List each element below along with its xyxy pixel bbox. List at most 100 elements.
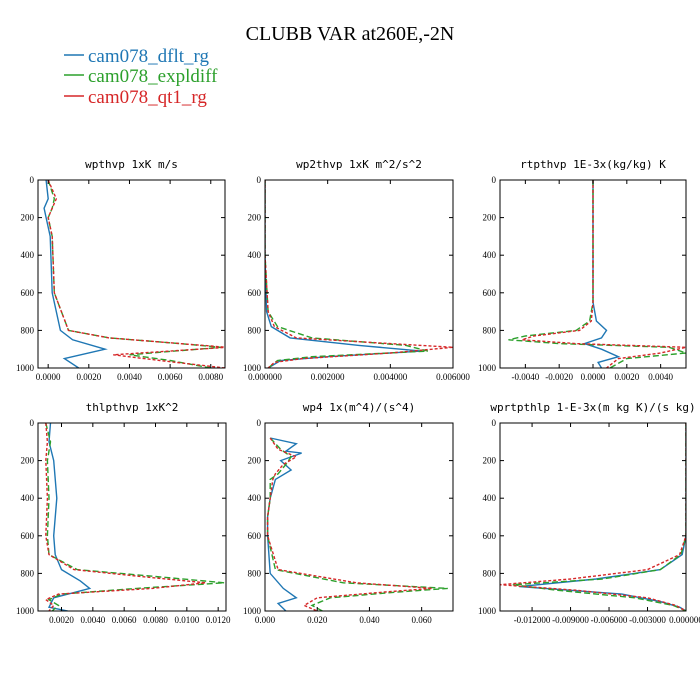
x-tick-label: 0.006000	[436, 372, 470, 382]
y-tick-label: 600	[248, 531, 262, 541]
series-line-1	[43, 180, 108, 368]
y-tick-label: 600	[21, 531, 35, 541]
x-tick-label: 0.0000	[36, 372, 61, 382]
y-tick-label: 0	[30, 418, 35, 428]
y-tick-label: 800	[21, 568, 35, 578]
y-tick-label: 1000	[478, 363, 497, 373]
axes-frame	[37, 179, 226, 369]
y-tick-label: 600	[483, 531, 497, 541]
y-tick-label: 200	[483, 213, 497, 223]
x-tick-label: -0.009000	[552, 615, 589, 625]
x-tick-label: 0.0020	[614, 372, 639, 382]
y-tick-label: 400	[483, 493, 497, 503]
x-tick-label: 0.0020	[49, 615, 74, 625]
figure-title: CLUBB VAR at260E,-2N	[246, 23, 455, 45]
y-tick-label: 0	[257, 418, 262, 428]
y-tick-label: 0	[257, 175, 262, 185]
y-tick-label: 1000	[16, 363, 35, 373]
x-tick-label: 0.0000	[581, 372, 606, 382]
y-tick-label: 1000	[243, 606, 262, 616]
y-tick-label: 600	[21, 288, 35, 298]
y-tick-label: 800	[248, 568, 262, 578]
panel-title: wp2thvp 1xK m^2/s^2	[296, 158, 422, 171]
x-tick-label: -0.0020	[545, 372, 573, 382]
x-tick-label: 0.0020	[76, 372, 101, 382]
series-line-3	[266, 437, 433, 611]
x-tick-label: 0.060	[412, 615, 433, 625]
panel-title: thlpthvp 1xK^2	[86, 401, 179, 414]
y-tick-label: 0	[492, 175, 497, 185]
panel-title: wprtpthlp 1-E-3x(m kg K)/(s kg)	[490, 401, 695, 414]
y-tick-label: 600	[248, 288, 262, 298]
y-tick-label: 200	[21, 213, 35, 223]
y-tick-label: 400	[21, 493, 35, 503]
x-tick-label: 0.0040	[80, 615, 105, 625]
series-line-3	[265, 180, 453, 368]
series-line-2	[45, 423, 225, 611]
x-tick-label: 0.000	[255, 615, 276, 625]
panel-6: wprtpthlp 1-E-3x(m kg K)/(s kg) 0 200 400 60…	[478, 401, 700, 625]
x-tick-label: 0.020	[307, 615, 328, 625]
x-tick-label: -0.0040	[511, 372, 539, 382]
panel-title: wpthvp 1xK m/s	[85, 158, 178, 171]
series-line-2	[265, 180, 429, 368]
y-tick-label: 400	[248, 250, 262, 260]
x-tick-label: -0.006000	[591, 615, 628, 625]
y-tick-label: 200	[21, 456, 35, 466]
y-tick-label: 400	[483, 250, 497, 260]
y-tick-label: 200	[248, 456, 262, 466]
series-line-3	[44, 423, 206, 611]
series-line-3	[521, 180, 686, 368]
y-tick-label: 800	[21, 325, 35, 335]
x-tick-label: -0.003000	[629, 615, 666, 625]
legend-label-1: cam078_dflt_rg	[88, 46, 210, 67]
series-line-1	[47, 423, 92, 611]
y-tick-label: 1000	[243, 363, 262, 373]
axes-frame	[37, 422, 227, 612]
legend: cam078_dflt_rg cam078_expldiff cam078_qt…	[64, 46, 218, 108]
x-tick-label: 0.0060	[158, 372, 183, 382]
x-tick-label: 0.0080	[198, 372, 223, 382]
axes-frame	[499, 422, 687, 612]
panel-3: rtpthvp 1E-3x(kg/kg) K 0 200 400 600 800 1000 -…	[478, 158, 687, 382]
y-tick-label: 1000	[16, 606, 35, 616]
y-tick-label: 1000	[478, 606, 497, 616]
x-tick-label: 0.0040	[117, 372, 142, 382]
x-tick-label: 0.0080	[143, 615, 168, 625]
series-line-3	[500, 423, 686, 611]
x-tick-label: -0.012000	[514, 615, 551, 625]
legend-label-3: cam078_qt1_rg	[88, 87, 207, 108]
y-tick-label: 200	[483, 456, 497, 466]
series-line-2	[508, 180, 686, 368]
axes-frame	[264, 422, 454, 612]
x-tick-label: 0.0100	[174, 615, 199, 625]
x-tick-label: 0.000000	[248, 372, 282, 382]
panel-2: wp2thvp 1xK m^2/s^2020040060080010000.00…	[243, 158, 470, 382]
y-tick-label: 800	[483, 568, 497, 578]
series-line-1	[265, 180, 422, 368]
y-tick-label: 800	[483, 325, 497, 335]
series-line-3	[47, 180, 225, 368]
x-tick-label: 0.000000	[669, 615, 700, 625]
y-tick-label: 0	[30, 175, 35, 185]
y-tick-label: 800	[248, 325, 262, 335]
x-tick-label: 0.002000	[311, 372, 345, 382]
legend-label-2: cam078_expldiff	[88, 66, 218, 87]
x-tick-label: 0.0060	[112, 615, 137, 625]
y-tick-label: 200	[248, 213, 262, 223]
x-tick-label: 0.0040	[648, 372, 673, 382]
panel-title: wp4 1x(m^4)/(s^4)	[303, 401, 416, 414]
y-tick-label: 400	[21, 250, 35, 260]
y-tick-label: 400	[248, 493, 262, 503]
series-line-1	[582, 180, 621, 368]
x-tick-label: 0.0120	[206, 615, 231, 625]
y-tick-label: 600	[483, 288, 497, 298]
axes-frame	[264, 179, 454, 369]
series-line-2	[512, 423, 686, 611]
x-tick-label: 0.004000	[373, 372, 407, 382]
x-tick-label: 0.040	[359, 615, 380, 625]
panel-4: thlpthvp 1xK^2 0 200 400 600 800 1000 0.0020 0.0…	[16, 401, 231, 625]
